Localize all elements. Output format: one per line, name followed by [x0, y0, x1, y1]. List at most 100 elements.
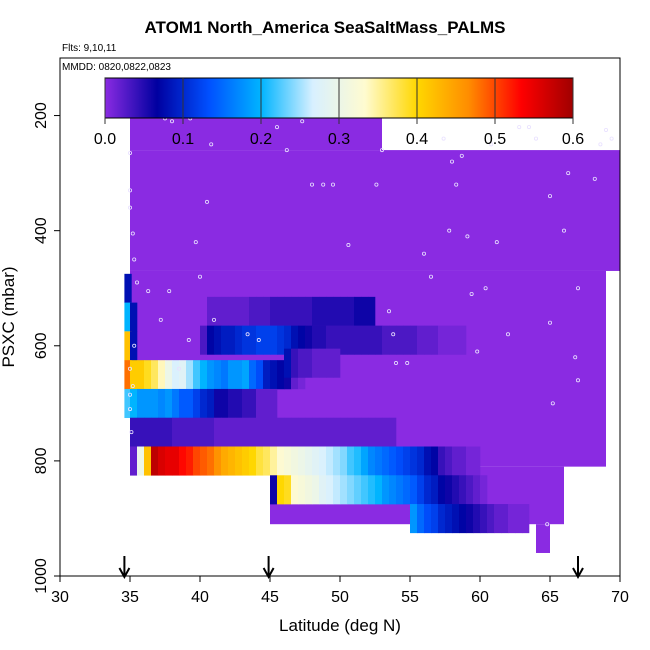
heatmap-cell: [263, 296, 271, 326]
heatmap-cell: [382, 446, 390, 476]
y-axis-title: PSXC (mbar): [0, 266, 18, 367]
colorbar: 0.0 0.1 0.2 0.3 0.4 0.5 0.6: [94, 77, 584, 148]
sample-marker: [284, 148, 289, 153]
y-tick-label: 600: [33, 332, 50, 359]
heatmap-cell: [172, 446, 180, 476]
heatmap-cell: [361, 296, 369, 326]
heatmap-cell: [284, 296, 292, 326]
heatmap-cell: [207, 325, 215, 355]
sample-marker: [167, 289, 172, 294]
heatmap-cell: [410, 325, 418, 355]
heatmap-cell: [144, 388, 152, 419]
dates-label: MMDD: 0820,0822,0823: [62, 62, 171, 73]
heatmap-cell: [158, 417, 166, 447]
heatmap-cell: [312, 296, 320, 326]
x-tick-label: 65: [541, 589, 559, 606]
sample-marker: [186, 338, 191, 343]
heatmap-cell: [361, 475, 369, 505]
heatmap-cell: [361, 446, 369, 476]
heatmap-cell: [445, 446, 453, 476]
heatmap-cell: [389, 417, 397, 447]
sample-marker: [494, 240, 499, 245]
heatmap-cell: [228, 360, 236, 390]
heatmap-cell: [305, 446, 313, 476]
heatmap-cell: [221, 360, 229, 390]
colorbar-tick-label: 0.6: [562, 131, 584, 148]
heatmap-cell: [270, 388, 278, 419]
heatmap-cell: [291, 417, 299, 447]
heatmap-cell: [221, 446, 229, 476]
heatmap-cell: [151, 446, 159, 476]
heatmap-cell: [277, 417, 285, 447]
sample-marker: [421, 251, 426, 256]
heatmap-cell: [431, 504, 439, 534]
heatmap-cell: [263, 417, 271, 447]
sample-marker: [550, 401, 555, 406]
heatmap-cell: [179, 446, 187, 476]
heatmap-cell: [193, 360, 201, 390]
sample-marker: [465, 234, 470, 239]
sample-marker: [132, 257, 137, 262]
heatmap-cell: [214, 388, 222, 419]
colorbar-tick-label: 0.3: [328, 131, 350, 148]
heatmap-cell: [445, 504, 453, 534]
heatmap-cell: [249, 296, 257, 326]
sample-marker: [204, 199, 209, 204]
heatmap-cell: [144, 360, 152, 390]
heatmap-cell: [326, 475, 334, 505]
x-tick-label: 50: [331, 589, 349, 606]
heatmap-cell: [361, 417, 369, 447]
heatmap-cell: [417, 475, 425, 505]
heatmap-cell: [207, 446, 215, 476]
sample-marker: [158, 317, 163, 322]
y-tick-label: 200: [33, 102, 50, 129]
flight-arrow: [262, 556, 275, 580]
heatmap-cell: [522, 504, 530, 534]
heatmap-cell: [165, 417, 173, 447]
sample-marker: [130, 231, 135, 236]
chart-title: ATOM1 North_America SeaSaltMass_PALMS: [144, 18, 506, 37]
heatmap-cell: [354, 296, 362, 326]
heatmap-cell: [403, 446, 411, 476]
heatmap-cell: [417, 325, 425, 355]
sample-marker: [534, 136, 539, 141]
x-tick-label: 55: [401, 589, 419, 606]
sample-marker: [176, 366, 181, 371]
heatmap-cell: [270, 325, 278, 355]
sample-marker: [169, 119, 174, 124]
heatmap-cell: [347, 446, 355, 476]
sample-marker: [609, 136, 614, 141]
heatmap-cell: [319, 446, 327, 476]
heatmap-cell: [298, 296, 306, 326]
heatmap-cell: [249, 446, 257, 476]
heatmap-cell: [410, 504, 418, 534]
sample-marker: [391, 332, 396, 337]
heatmap-cell: [228, 296, 236, 326]
sample-marker: [197, 274, 202, 279]
heatmap-cell: [242, 388, 250, 419]
sample-marker: [193, 240, 198, 245]
y-tick-label: 800: [33, 447, 50, 474]
heatmap-cell: [165, 446, 173, 476]
heatmap-cell: [193, 388, 201, 419]
heatmap-cell: [438, 325, 446, 355]
sample-marker: [598, 142, 603, 147]
heatmap-cell: [186, 417, 194, 447]
heatmap-cell: [207, 296, 215, 326]
sample-marker: [393, 361, 398, 366]
heatmap-cell: [305, 325, 313, 355]
heatmap-cell: [207, 360, 215, 390]
heatmap-cell: [130, 417, 138, 447]
heatmap-cell: [249, 325, 257, 355]
colorbar-tick-label: 0.5: [484, 131, 506, 148]
heatmap-cell: [452, 325, 460, 355]
heatmap-cell: [494, 504, 502, 534]
heatmap-cell: [165, 388, 173, 419]
heatmap-cell: [368, 446, 376, 476]
sample-marker: [127, 392, 132, 397]
sample-marker: [548, 320, 553, 325]
heatmap-cell: [256, 446, 264, 476]
heatmap-cell: [326, 296, 334, 326]
heatmap-cell: [228, 388, 236, 419]
heatmap-cell: [347, 475, 355, 505]
